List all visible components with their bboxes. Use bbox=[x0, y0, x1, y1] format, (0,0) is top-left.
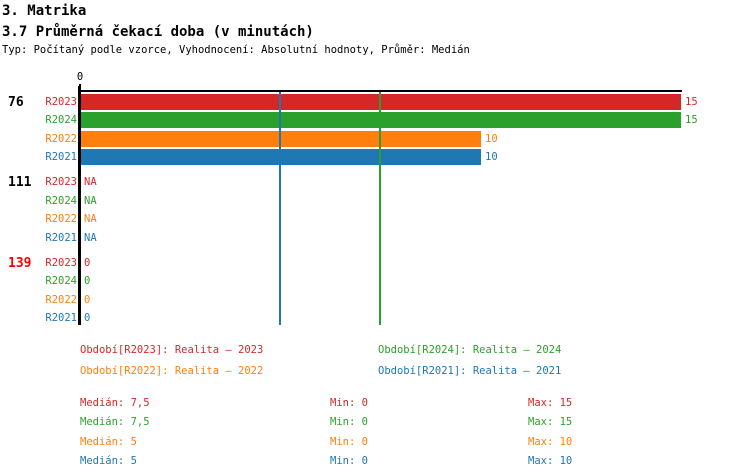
bar-row-series-label: R2024 bbox=[45, 275, 77, 287]
bar-row-series-label: R2022 bbox=[45, 213, 77, 225]
bar-value-label: NA bbox=[84, 213, 97, 225]
x-axis-tick-label: 0 bbox=[76, 71, 84, 83]
bar-value-label: 0 bbox=[84, 275, 91, 287]
bar-row-series-label: R2023 bbox=[45, 256, 77, 269]
bar-chart-plot: 0 76 R2023 15 R2024 15 R2022 10 R2021 10 111 R2023… bbox=[8, 71, 698, 325]
bar-value-label: 15 bbox=[685, 114, 698, 126]
legend-item: Období[R2022]: Realita – 2022 bbox=[80, 365, 264, 377]
stat-max: Max: 15 bbox=[528, 416, 573, 429]
stat-median: Medián: 7,5 bbox=[80, 397, 150, 409]
legend-item: Období[R2024]: Realita – 2024 bbox=[378, 344, 562, 356]
group-count-label: 111 bbox=[8, 175, 32, 190]
bar bbox=[81, 93, 681, 110]
stat-min: Min: 0 bbox=[330, 455, 368, 468]
bar-value-label: NA bbox=[84, 194, 97, 207]
bar-row-series-label: R2024 bbox=[45, 194, 77, 207]
median-line bbox=[379, 92, 381, 325]
bar-value-label: 0 bbox=[84, 256, 91, 269]
stat-max: Max: 10 bbox=[528, 435, 573, 448]
bar-row-series-label: R2022 bbox=[45, 132, 77, 145]
group-count-label: 139 bbox=[8, 255, 32, 271]
stat-min: Min: 0 bbox=[330, 397, 368, 409]
x-axis-line bbox=[80, 90, 682, 92]
bar-value-label: NA bbox=[84, 231, 97, 244]
bar bbox=[81, 149, 481, 165]
stat-max: Max: 10 bbox=[528, 455, 573, 468]
bar-value-label: 15 bbox=[685, 95, 698, 108]
bar-value-label: 10 bbox=[485, 151, 498, 163]
legend-item: Období[R2021]: Realita – 2021 bbox=[378, 365, 562, 377]
group-count-label: 76 bbox=[8, 94, 24, 110]
stat-min: Min: 0 bbox=[330, 416, 368, 429]
bar bbox=[81, 112, 681, 128]
stat-median: Medián: 7,5 bbox=[80, 416, 150, 429]
bar-row-series-label: R2022 bbox=[45, 293, 77, 306]
stat-median: Medián: 5 bbox=[80, 455, 137, 468]
page-title: 3. Matrika bbox=[2, 3, 87, 19]
stat-min: Min: 0 bbox=[330, 435, 368, 448]
y-axis-line bbox=[78, 86, 81, 325]
bar-value-label: 0 bbox=[84, 293, 91, 306]
bar-row-series-label: R2021 bbox=[45, 231, 77, 244]
chart-meta-line: Typ: Počítaný podle vzorce, Vyhodnocení:… bbox=[2, 44, 470, 56]
bar-row-series-label: R2023 bbox=[45, 176, 77, 188]
bar-value-label: 10 bbox=[485, 132, 498, 145]
bar-row-series-label: R2021 bbox=[45, 312, 77, 324]
stat-median: Medián: 5 bbox=[80, 435, 137, 448]
bar-row-series-label: R2021 bbox=[45, 151, 77, 163]
bar bbox=[81, 130, 481, 147]
median-line bbox=[279, 92, 281, 325]
legend-item: Období[R2023]: Realita – 2023 bbox=[80, 344, 264, 356]
bar-value-label: NA bbox=[84, 176, 97, 188]
bar-row-series-label: R2024 bbox=[45, 114, 77, 126]
bar-row-series-label: R2023 bbox=[45, 95, 77, 108]
chart-title: 3.7 Průměrná čekací doba (v minutách) bbox=[2, 24, 314, 40]
stat-max: Max: 15 bbox=[528, 397, 573, 409]
bar-value-label: 0 bbox=[84, 312, 91, 324]
